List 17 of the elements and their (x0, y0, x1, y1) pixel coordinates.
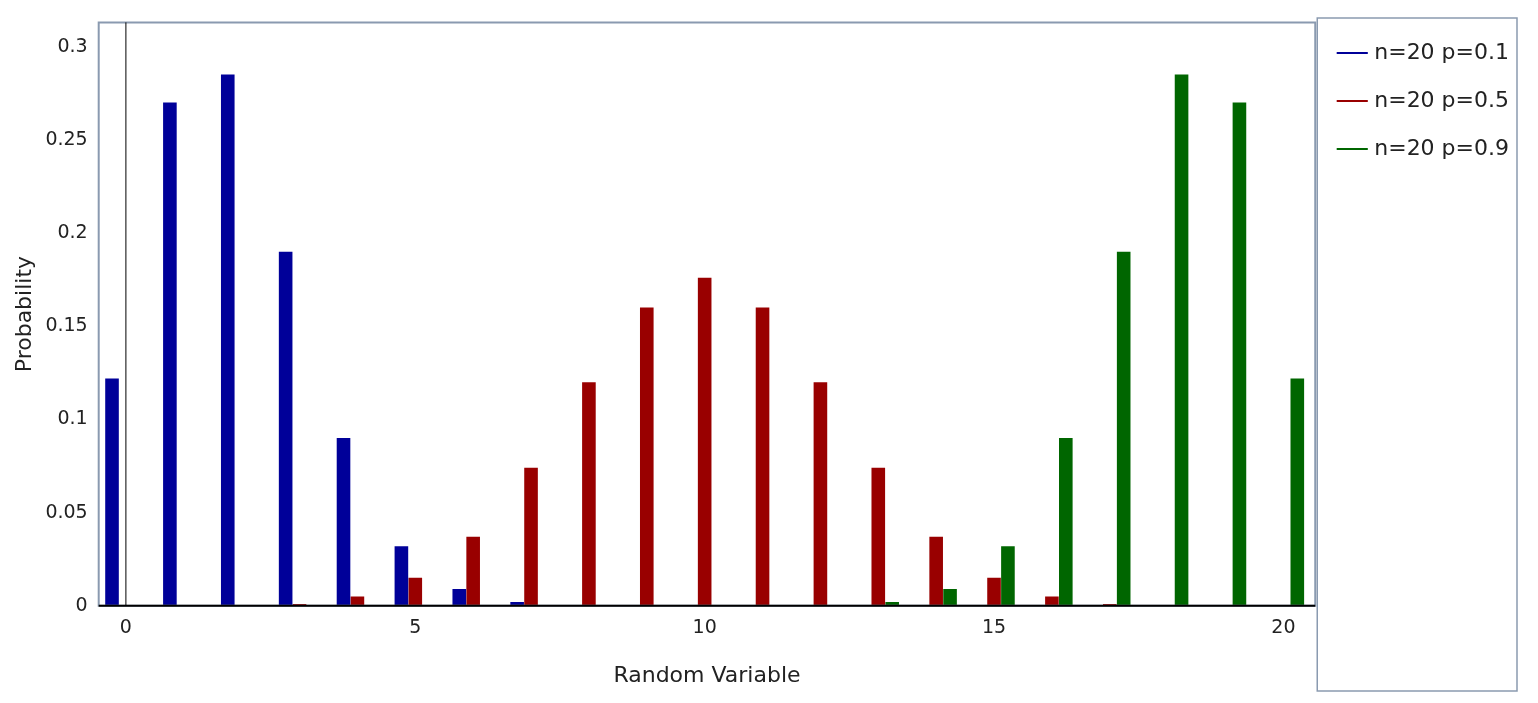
y-tick-label: 0 (75, 592, 88, 615)
y-tick-label: 0.15 (45, 313, 88, 336)
y-tick-label: 0.05 (45, 499, 88, 522)
y-tick-label: 0.1 (57, 406, 88, 429)
x-tick-label: 5 (409, 615, 422, 638)
y-tick-label: 0.25 (45, 126, 88, 149)
legend-label: n=20 p=0.1 (1374, 38, 1509, 64)
y-tick-label: 0.2 (57, 219, 88, 242)
x-tick-label: 15 (981, 615, 1007, 638)
y-axis-title: Probability (10, 255, 36, 373)
legend-label: n=20 p=0.9 (1374, 134, 1509, 160)
x-axis-title: Random Variable (613, 661, 801, 687)
x-tick-label: 20 (1271, 615, 1296, 638)
x-tick-label: 0 (119, 615, 132, 638)
y-tick-label: 0.3 (57, 33, 88, 56)
legend-label: n=20 p=0.5 (1374, 86, 1509, 112)
x-tick-label: 10 (692, 615, 717, 638)
